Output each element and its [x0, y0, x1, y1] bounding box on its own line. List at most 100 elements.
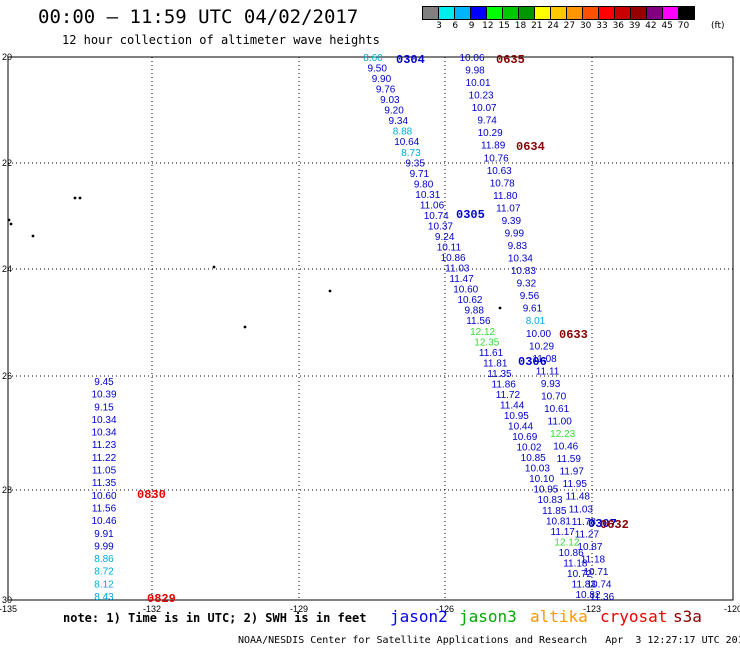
- x-tick-label: -135: [0, 604, 17, 614]
- swh-value-middle-track: 11.85: [542, 506, 567, 517]
- swh-value-right-track: 10.00: [526, 329, 551, 340]
- island-marker: [212, 265, 216, 269]
- swh-value-right-track: 9.56: [520, 291, 540, 302]
- swh-value-left-track: 11.22: [92, 453, 117, 464]
- color-scale-swatch: [678, 6, 695, 20]
- x-tick-label: -132: [143, 604, 161, 614]
- swh-value-right-track: 9.32: [517, 279, 537, 290]
- swh-value-right-track: 12.23: [550, 429, 575, 440]
- swh-value-middle-track: 10.72: [567, 569, 592, 580]
- time-label-right: 0633: [559, 328, 588, 342]
- swh-value-middle-track: 9.24: [435, 232, 455, 243]
- swh-value-left-track: 9.45: [94, 377, 114, 388]
- swh-value-right-track: 11.97: [560, 467, 585, 478]
- color-scale-label: 21: [531, 21, 543, 31]
- swh-value-left-track: 8.86: [94, 554, 114, 565]
- swh-value-right-track: 10.76: [484, 153, 509, 164]
- swh-value-left-track: 9.15: [94, 402, 114, 413]
- time-label-middle: 0304: [396, 53, 425, 67]
- footer-credit: NOAA/NESDIS Center for Satellite Applica…: [238, 635, 740, 646]
- swh-value-right-track: 11.00: [548, 417, 573, 428]
- swh-value-middle-track: 12.12: [554, 537, 579, 548]
- swh-value-middle-track: 8.60: [363, 53, 383, 64]
- color-scale-label: 12: [482, 21, 494, 31]
- swh-value-left-track: 11.35: [92, 478, 117, 489]
- color-scale-label: 36: [612, 21, 625, 31]
- swh-value-middle-track: 10.85: [521, 453, 546, 464]
- y-tick-label: 20: [2, 52, 12, 62]
- swh-value-left-track: 9.91: [94, 529, 114, 540]
- swh-value-middle-track: 11.86: [492, 379, 517, 390]
- color-scale-label: 24: [547, 21, 559, 31]
- swh-value-middle-track: 9.50: [367, 64, 387, 75]
- swh-value-middle-track: 10.64: [394, 137, 419, 148]
- island-marker: [243, 325, 247, 329]
- swh-value-middle-track: 12.12: [470, 327, 495, 338]
- swh-value-left-track: 10.34: [91, 428, 116, 439]
- swh-value-middle-track: 11.03: [445, 264, 470, 275]
- island-marker: [7, 218, 11, 222]
- legend-cryosat: cryosat: [600, 607, 668, 626]
- swh-value-right-track: 10.78: [490, 178, 515, 189]
- color-scale-label: 33: [596, 21, 608, 31]
- color-scale-label: 45: [661, 21, 673, 31]
- swh-value-right-track: 11.07: [496, 203, 521, 214]
- swh-value-right-track: 11.11: [536, 366, 560, 377]
- swh-value-right-track: 9.61: [523, 304, 543, 315]
- color-scale-label: 6: [452, 21, 459, 31]
- swh-value-right-track: 10.83: [511, 266, 536, 277]
- swh-value-middle-track: 10.02: [516, 443, 541, 454]
- swh-value-middle-track: 10.44: [508, 422, 533, 433]
- swh-value-right-track: 10.87: [577, 542, 602, 553]
- swh-value-right-track: 10.70: [541, 391, 566, 402]
- page-title: 00:00 – 11:59 UTC 04/02/2017: [38, 6, 359, 28]
- y-tick-label: 24: [2, 264, 12, 274]
- swh-value-right-track: 10.74: [586, 579, 611, 590]
- swh-value-right-track: 11.48: [566, 492, 591, 503]
- swh-value-middle-track: 10.86: [441, 253, 466, 264]
- swh-value-middle-track: 9.20: [384, 106, 404, 117]
- x-tick-label: -120: [724, 604, 740, 614]
- swh-value-left-track: 11.05: [92, 466, 117, 477]
- swh-value-right-track: 11.89: [481, 141, 506, 152]
- time-label-middle: 0307: [588, 517, 617, 531]
- color-scale-label: 18: [514, 21, 527, 31]
- swh-value-left-track: 8.72: [94, 567, 114, 578]
- island-marker: [328, 289, 332, 293]
- swh-value-middle-track: 9.03: [380, 95, 400, 106]
- swh-value-right-track: 10.34: [508, 254, 533, 265]
- y-tick-label: 30: [2, 595, 12, 605]
- swh-value-middle-track: 11.17: [551, 527, 576, 538]
- swh-value-middle-track: 11.44: [500, 400, 525, 411]
- swh-value-left-track: 10.60: [91, 491, 116, 502]
- units-note: note: 1) Time is in UTC; 2) SWH is in fe…: [63, 611, 367, 625]
- swh-value-middle-track: 10.10: [529, 474, 554, 485]
- swh-value-middle-track: 9.71: [410, 169, 430, 180]
- legend-altika: altika: [530, 607, 588, 626]
- swh-value-left-track: 9.99: [94, 541, 114, 552]
- swh-value-right-track: 10.07: [472, 103, 497, 114]
- swh-value-left-track: 8.43: [94, 592, 114, 603]
- swh-value-left-track: 10.39: [91, 390, 116, 401]
- page-subtitle: 12 hour collection of altimeter wave hei…: [62, 33, 380, 47]
- swh-value-left-track: 11.23: [92, 440, 117, 451]
- swh-value-right-track: 10.23: [469, 91, 494, 102]
- color-scale-label: 30: [579, 21, 592, 31]
- time-label-middle: 0305: [456, 208, 485, 222]
- time-label-right: 0635: [496, 53, 525, 67]
- time-label-left: 0829: [147, 592, 176, 606]
- color-scale-label: 9: [468, 21, 475, 31]
- swh-value-middle-track: 11.35: [487, 369, 512, 380]
- color-scale-label: 3: [436, 21, 442, 31]
- swh-value-middle-track: 10.03: [525, 464, 550, 475]
- swh-value-right-track: 9.99: [505, 228, 525, 239]
- swh-value-middle-track: 10.74: [424, 211, 449, 222]
- swh-value-middle-track: 10.31: [415, 190, 440, 201]
- x-tick-label: -129: [290, 604, 308, 614]
- swh-value-right-track: 10.29: [478, 128, 503, 139]
- color-scale-label: 27: [563, 21, 576, 31]
- swh-value-middle-track: 10.11: [437, 243, 462, 254]
- swh-value-middle-track: 10.82: [575, 590, 600, 601]
- swh-value-right-track: 9.98: [465, 66, 485, 77]
- island-marker: [73, 196, 77, 200]
